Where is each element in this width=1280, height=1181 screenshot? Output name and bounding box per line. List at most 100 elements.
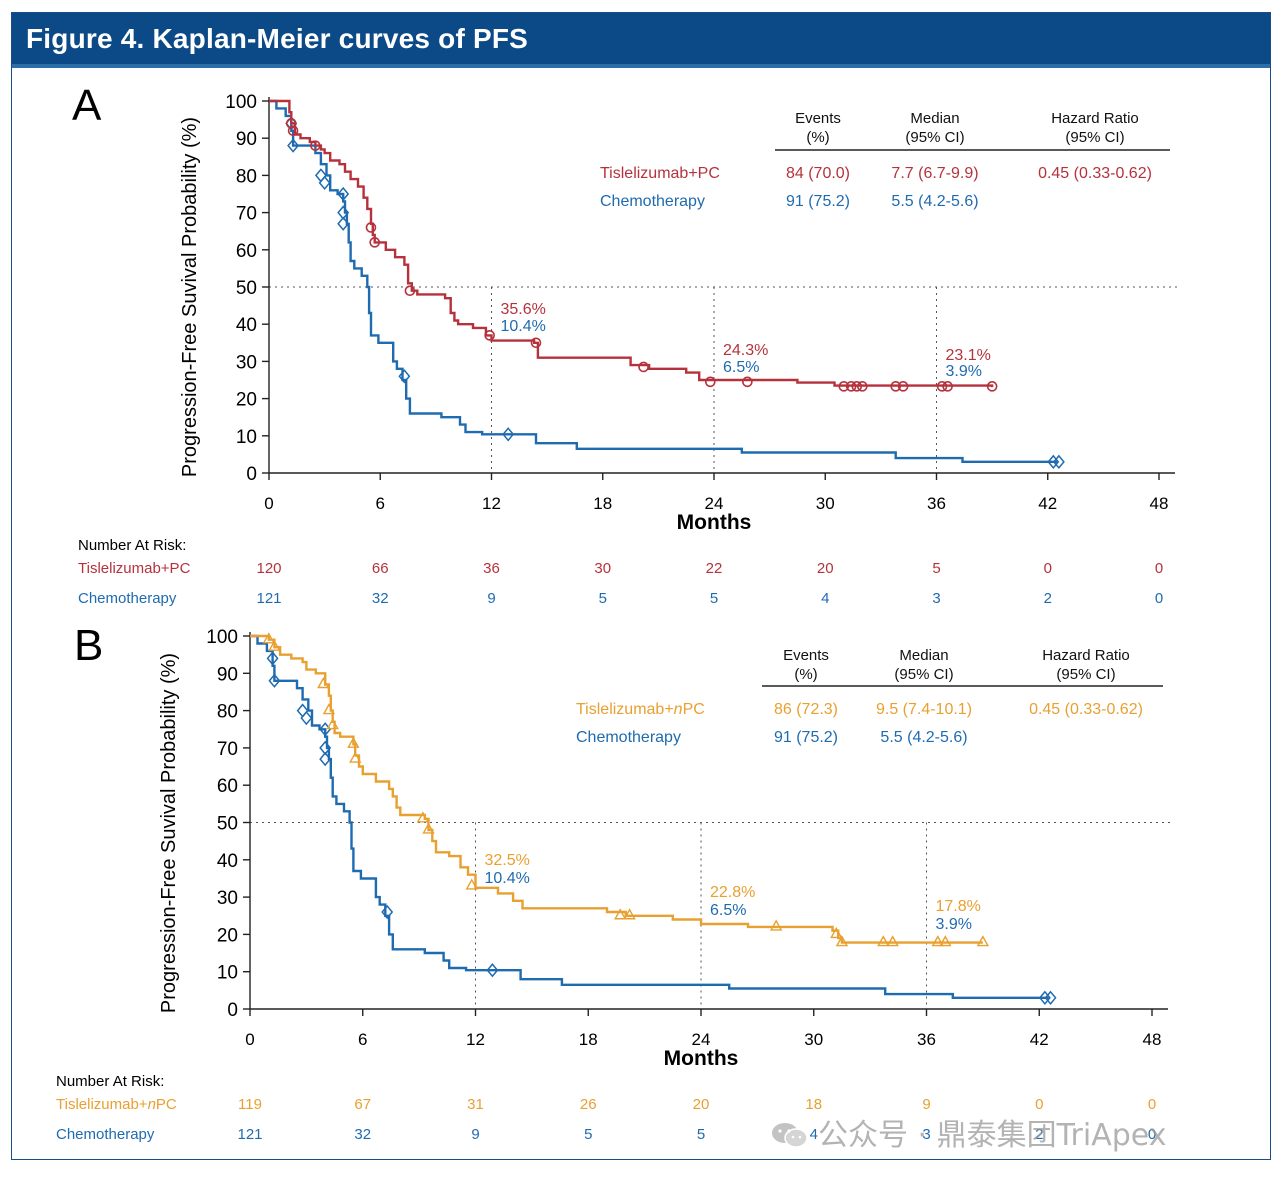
at-risk-count: 5 xyxy=(710,590,718,607)
censor-marker xyxy=(268,673,281,688)
censor-marker xyxy=(404,285,416,297)
table-header-events-unit: (%) xyxy=(806,129,829,146)
at-risk-count: 4 xyxy=(810,1126,818,1143)
censor-marker xyxy=(398,369,411,384)
at-risk-count: 3 xyxy=(922,1126,930,1143)
at-risk-count: 5 xyxy=(697,1126,705,1143)
censor-marker xyxy=(369,237,380,248)
panel-label: A xyxy=(72,81,102,130)
censor-marker xyxy=(502,427,515,442)
y-tick-label: 30 xyxy=(217,888,238,909)
censor-marker xyxy=(838,381,850,392)
at-risk-count: 18 xyxy=(805,1096,822,1113)
landmark-label-chemotherapy: 6.5% xyxy=(710,902,746,919)
x-tick-label: 12 xyxy=(466,1030,485,1049)
at-risk-title: Number At Risk: xyxy=(78,537,186,554)
censor-marker xyxy=(845,381,857,392)
at-risk-count: 9 xyxy=(487,590,495,607)
censor-marker xyxy=(530,337,542,349)
landmark-label-experimental: 24.3% xyxy=(723,342,768,359)
censor-marker xyxy=(769,919,783,931)
table-header-median-ci: (95% CI) xyxy=(905,129,964,146)
censor-marker xyxy=(1038,990,1051,1005)
x-tick-label: 6 xyxy=(358,1030,367,1049)
at-risk-series-name: Tislelizumab+nPC xyxy=(56,1096,177,1113)
x-tick-label: 42 xyxy=(1038,494,1057,513)
table-events-value: 86 (72.3) xyxy=(774,701,838,718)
x-tick-label: 12 xyxy=(482,494,501,513)
censor-marker xyxy=(986,381,998,392)
y-tick-label: 50 xyxy=(236,278,257,299)
figure-frame xyxy=(11,12,1271,1160)
at-risk-count: 121 xyxy=(256,590,281,607)
at-risk-series-name: Tislelizumab+PC xyxy=(78,560,191,577)
at-risk-count: 3 xyxy=(932,590,940,607)
censor-marker xyxy=(465,878,478,890)
x-tick-label: 24 xyxy=(705,494,724,513)
y-tick-label: 10 xyxy=(217,963,238,984)
y-tick-label: 80 xyxy=(236,166,257,187)
at-risk-count: 0 xyxy=(1044,560,1052,577)
at-risk-count: 2 xyxy=(1035,1126,1043,1143)
at-risk-count: 22 xyxy=(706,560,723,577)
censor-marker xyxy=(285,118,297,129)
y-axis-label: Progression-Free Suvival Probability (%) xyxy=(158,653,180,1013)
censor-marker xyxy=(830,926,843,939)
censor-marker xyxy=(262,632,275,644)
censor-marker xyxy=(857,381,868,392)
table-median-value: 5.5 (4.2-5.6) xyxy=(891,193,978,210)
at-risk-count: 26 xyxy=(580,1096,597,1113)
censor-marker xyxy=(931,935,944,947)
censor-marker xyxy=(337,186,350,202)
table-header-hr-ci: (95% CI) xyxy=(1056,666,1115,683)
censor-marker xyxy=(936,381,948,392)
table-hazard-ratio-value: 0.45 (0.33-0.62) xyxy=(1029,701,1143,718)
censor-marker xyxy=(942,381,953,392)
at-risk-count: 32 xyxy=(372,590,389,607)
censor-marker xyxy=(296,703,309,718)
y-tick-label: 60 xyxy=(217,776,238,797)
at-risk-count: 121 xyxy=(237,1126,262,1143)
km-curve-chemotherapy xyxy=(250,634,1049,999)
x-tick-label: 18 xyxy=(593,494,612,513)
censor-marker xyxy=(300,710,313,726)
censor-marker xyxy=(890,381,902,392)
table-header-events: Events xyxy=(795,110,841,127)
x-tick-label: 0 xyxy=(245,1030,254,1049)
y-tick-label: 100 xyxy=(225,92,257,113)
censor-marker xyxy=(314,168,327,183)
censor-marker xyxy=(486,963,499,978)
watermark-text: 公众号 · 鼎泰集团TriApex xyxy=(818,1118,1167,1153)
landmark-label-chemotherapy: 3.9% xyxy=(936,916,972,933)
at-risk-count: 0 xyxy=(1148,1096,1156,1113)
at-risk-count: 0 xyxy=(1155,590,1163,607)
x-tick-label: 18 xyxy=(579,1030,598,1049)
censor-marker xyxy=(897,381,909,392)
censor-marker xyxy=(886,935,899,947)
km-curve-chemotherapy xyxy=(269,99,1057,463)
x-tick-label: 6 xyxy=(376,494,385,513)
landmark-label-experimental: 22.8% xyxy=(710,884,755,901)
censor-marker xyxy=(349,751,362,763)
x-tick-label: 0 xyxy=(264,494,273,513)
y-tick-label: 100 xyxy=(206,627,238,648)
censor-marker xyxy=(422,822,435,834)
figure-title-banner: Figure 4. Kaplan-Meier curves of PFS xyxy=(12,13,1270,68)
x-tick-label: 30 xyxy=(816,494,835,513)
landmark-label-experimental: 17.8% xyxy=(936,898,981,915)
censor-marker xyxy=(1052,454,1065,470)
table-hazard-ratio-value: 0.45 (0.33-0.62) xyxy=(1038,165,1152,182)
y-tick-label: 0 xyxy=(246,464,257,485)
censor-marker xyxy=(1047,454,1060,470)
wechat-logo-icon xyxy=(772,1123,808,1148)
censor-marker xyxy=(287,138,300,153)
x-tick-label: 30 xyxy=(804,1030,823,1049)
y-tick-label: 70 xyxy=(236,204,257,225)
legend-series-name: Tislelizumab+nPC xyxy=(576,701,705,718)
censor-marker xyxy=(326,718,339,730)
y-tick-label: 90 xyxy=(236,129,257,150)
watermark: 公众号 · 鼎泰集团TriApex xyxy=(770,1110,1166,1154)
table-header-hr: Hazard Ratio xyxy=(1042,647,1130,664)
